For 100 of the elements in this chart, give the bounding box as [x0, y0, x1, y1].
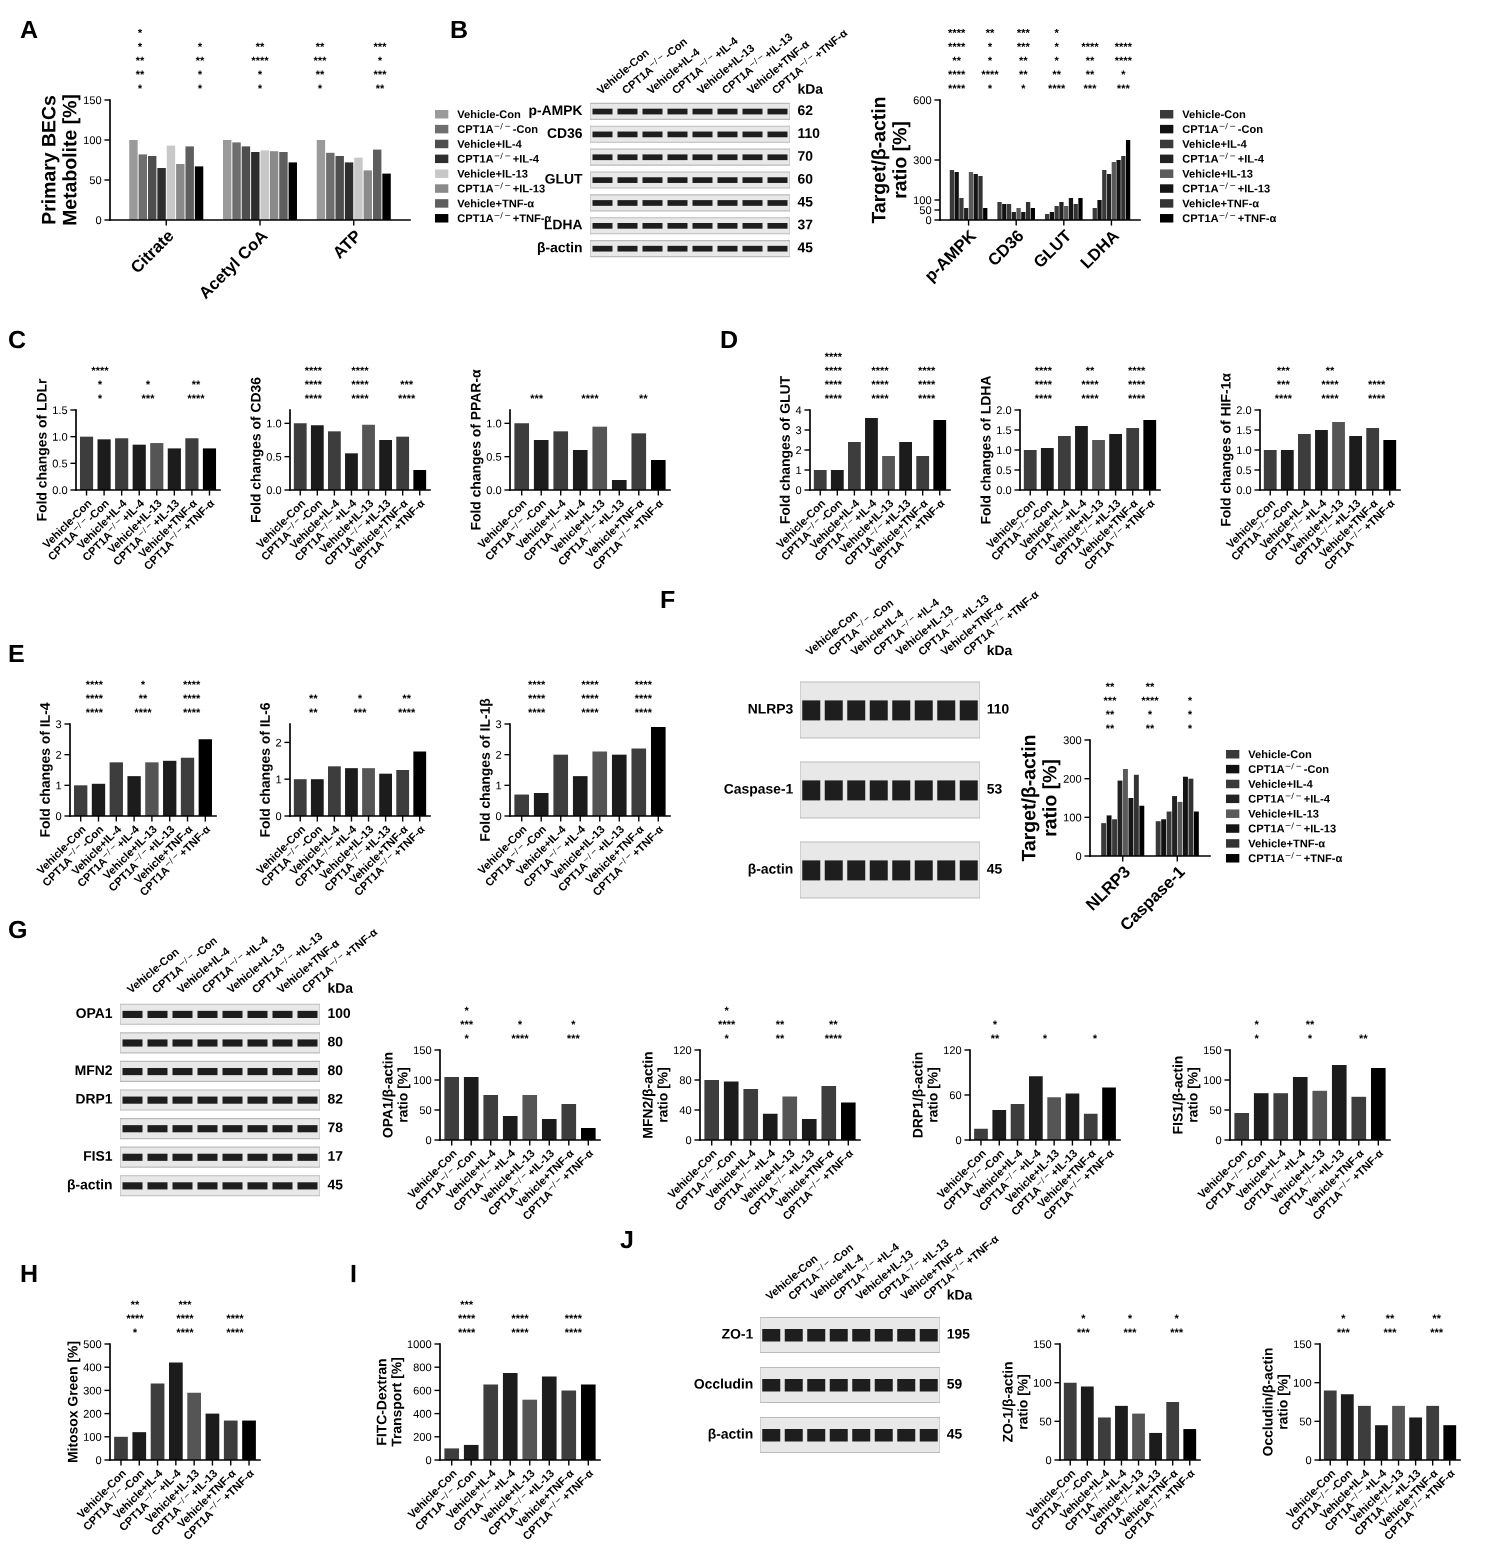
bar: [1106, 174, 1112, 220]
bar: [1128, 798, 1134, 856]
chart-title: I: [351, 1264, 356, 1283]
bar: [187, 1392, 202, 1460]
bar: [1023, 450, 1037, 490]
bar: [1097, 1417, 1111, 1460]
bar: [1234, 1113, 1250, 1140]
bar: [502, 1116, 518, 1140]
bar: [1155, 821, 1161, 856]
bar: [293, 779, 307, 816]
bar: [396, 436, 410, 490]
bar: [241, 146, 251, 220]
bar: [1133, 774, 1139, 856]
bar: [1065, 1093, 1080, 1140]
bar: [1332, 422, 1345, 490]
bar: [1253, 1093, 1269, 1140]
bar: [483, 1384, 499, 1460]
bar: [1101, 823, 1107, 856]
bar: [522, 1095, 538, 1140]
bar: [561, 1390, 577, 1460]
bar: [968, 172, 974, 220]
text: B: [451, 20, 467, 39]
bar: [541, 1376, 557, 1460]
bar: [185, 146, 194, 220]
bar: [157, 168, 166, 220]
bar: [1075, 426, 1088, 490]
bar: [1315, 430, 1328, 490]
bar: [145, 762, 159, 816]
bar: [1115, 1405, 1128, 1460]
bar: [916, 456, 930, 490]
bar: [631, 433, 647, 490]
bar: [138, 154, 148, 220]
bar: [561, 1104, 577, 1140]
bar: [132, 1432, 147, 1460]
bar: [129, 140, 138, 220]
bar: [1188, 778, 1194, 856]
bar: [180, 757, 195, 816]
bar: [463, 1077, 479, 1140]
bar: [813, 470, 827, 490]
bar: [310, 779, 324, 816]
bar: [865, 418, 878, 490]
bar: [1121, 156, 1126, 220]
bar: [176, 164, 185, 220]
bar: [1357, 1405, 1371, 1460]
bar: [1273, 1093, 1289, 1140]
bar: [1340, 1394, 1354, 1460]
bar: [1312, 1090, 1328, 1140]
bar: [150, 1383, 165, 1460]
bar: [1172, 796, 1177, 856]
text: G: [9, 920, 26, 939]
bar: [147, 156, 157, 220]
bar: [782, 1096, 798, 1140]
bar: [1123, 769, 1128, 856]
chart-title: C: [9, 330, 26, 349]
bar: [379, 440, 393, 490]
bar: [269, 151, 279, 220]
bar: [166, 145, 176, 220]
bar: [1166, 1402, 1180, 1460]
bar: [1059, 202, 1064, 220]
bar: [345, 453, 358, 490]
text: F: [661, 590, 675, 609]
bar: [232, 142, 241, 220]
bar: [1375, 1425, 1388, 1460]
bar: [959, 198, 964, 220]
bar: [1083, 1113, 1098, 1140]
bar: [502, 1373, 518, 1460]
bar: [279, 152, 288, 220]
bar: [978, 176, 983, 220]
bar: [1111, 162, 1116, 220]
chart-title: H: [21, 1264, 37, 1283]
bar: [847, 442, 861, 490]
bar: [293, 423, 307, 490]
y-axis-title: Primary BECs Metabolite [%]: [41, 95, 81, 225]
bar: [1109, 434, 1123, 490]
bar: [541, 1119, 557, 1140]
bar: [483, 1095, 499, 1140]
bar: [992, 1110, 1007, 1140]
bar: [1126, 428, 1140, 490]
bar: [1047, 1097, 1062, 1140]
bar: [882, 456, 895, 490]
bar: [553, 431, 569, 490]
bar: [1102, 170, 1107, 220]
y-axis-title: Target/β-actin ratio [%]: [871, 97, 911, 224]
bar: [973, 174, 978, 220]
bar: [1116, 160, 1121, 220]
bar: [1080, 1386, 1094, 1460]
bar: [463, 1444, 479, 1460]
bar: [954, 172, 959, 220]
bar: [1092, 440, 1105, 490]
bar: [163, 760, 177, 816]
bar: [533, 440, 549, 490]
bar: [1280, 450, 1294, 490]
bar: [572, 450, 588, 490]
bar: [396, 770, 410, 816]
bar: [1351, 1096, 1367, 1140]
bar: [260, 150, 269, 220]
bar: [743, 1089, 759, 1140]
bar: [127, 776, 141, 816]
bar: [1149, 1432, 1163, 1460]
bar: [997, 202, 1002, 220]
